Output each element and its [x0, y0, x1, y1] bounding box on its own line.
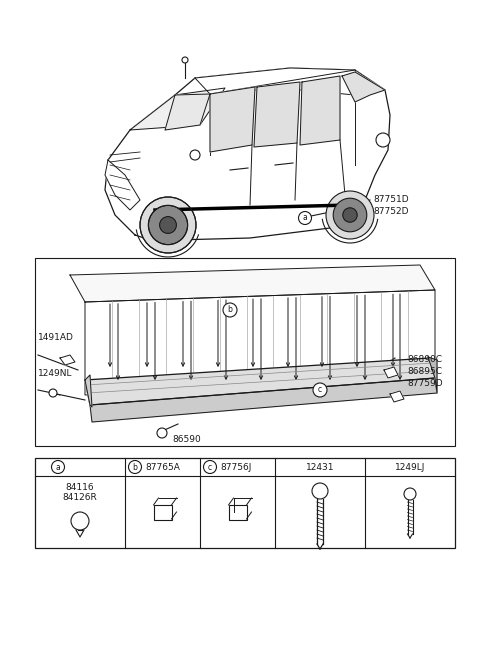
Circle shape	[204, 460, 216, 474]
Circle shape	[148, 206, 188, 244]
Bar	[35, 258, 455, 446]
Polygon shape	[90, 378, 437, 422]
Text: 12431: 12431	[306, 462, 334, 472]
Circle shape	[190, 150, 200, 160]
Text: 87751D: 87751D	[373, 195, 408, 204]
Circle shape	[343, 208, 357, 222]
Polygon shape	[390, 391, 404, 402]
Polygon shape	[105, 68, 390, 240]
Polygon shape	[254, 82, 300, 147]
Text: 84116: 84116	[66, 483, 94, 493]
Polygon shape	[60, 355, 75, 365]
Bar	[35, 458, 455, 548]
Circle shape	[157, 428, 167, 438]
Circle shape	[71, 512, 89, 530]
Circle shape	[313, 383, 327, 397]
Text: 86890C: 86890C	[407, 356, 442, 364]
Circle shape	[129, 460, 142, 474]
Text: a: a	[302, 214, 307, 223]
Circle shape	[312, 483, 328, 499]
Polygon shape	[130, 88, 225, 130]
Polygon shape	[300, 76, 340, 145]
Polygon shape	[195, 68, 385, 95]
Text: 84126R: 84126R	[62, 493, 97, 502]
Polygon shape	[165, 94, 210, 130]
Polygon shape	[85, 358, 435, 405]
Circle shape	[182, 57, 188, 63]
Circle shape	[49, 389, 57, 397]
Polygon shape	[428, 357, 437, 393]
Text: 86895C: 86895C	[407, 367, 442, 375]
Text: a: a	[56, 462, 60, 472]
Circle shape	[404, 488, 416, 500]
Polygon shape	[210, 87, 255, 152]
Text: b: b	[132, 462, 137, 472]
Bar	[154, 505, 171, 520]
Text: b: b	[228, 305, 232, 314]
Circle shape	[140, 197, 196, 253]
Polygon shape	[85, 375, 92, 407]
Circle shape	[299, 212, 312, 225]
Bar	[228, 505, 247, 520]
Text: 1249LJ: 1249LJ	[395, 462, 425, 472]
Text: 86590: 86590	[172, 436, 201, 445]
Polygon shape	[384, 367, 398, 378]
Polygon shape	[70, 265, 435, 302]
Text: 1491AD: 1491AD	[38, 333, 74, 343]
Text: 87759D: 87759D	[407, 379, 443, 388]
Polygon shape	[105, 160, 140, 210]
Circle shape	[376, 133, 390, 147]
Circle shape	[326, 191, 374, 239]
Circle shape	[51, 460, 64, 474]
Text: 87752D: 87752D	[373, 206, 408, 215]
Circle shape	[223, 303, 237, 317]
Text: c: c	[318, 386, 322, 394]
Text: 87756J: 87756J	[220, 462, 252, 472]
Polygon shape	[85, 290, 435, 395]
Polygon shape	[342, 72, 385, 102]
Text: c: c	[208, 462, 212, 472]
Circle shape	[159, 217, 177, 233]
Text: 1249NL: 1249NL	[38, 369, 72, 377]
Circle shape	[333, 198, 367, 232]
Text: 87765A: 87765A	[145, 462, 180, 472]
